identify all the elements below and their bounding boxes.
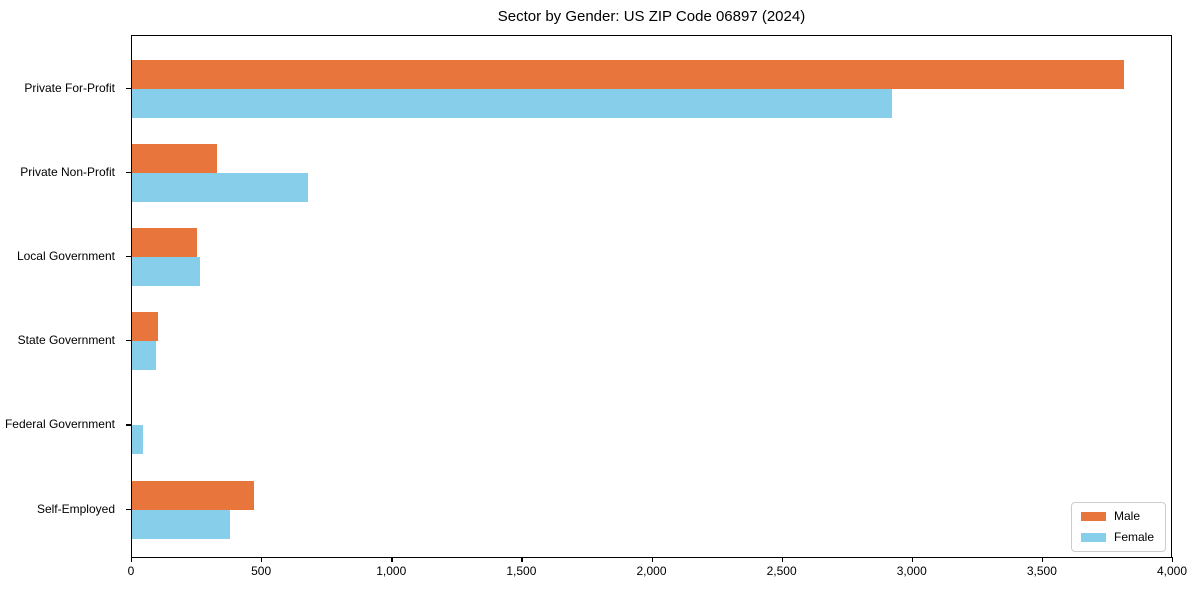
legend-label: Female — [1113, 530, 1154, 544]
y-tick-mark — [126, 424, 131, 426]
x-axis-label: 0 — [127, 564, 135, 578]
female-swatch-icon — [1080, 533, 1106, 542]
y-tick-mark — [126, 340, 131, 342]
x-tick-mark — [911, 557, 914, 562]
y-axis-label: Private Non-Profit — [20, 164, 115, 179]
x-axis-label: 3,000 — [896, 564, 927, 578]
legend-item-male: Male — [1080, 509, 1154, 523]
bar-male-6 — [132, 480, 255, 510]
x-tick-mark — [651, 557, 653, 562]
y-tick-mark — [126, 87, 131, 89]
bar-female-4 — [132, 341, 156, 371]
bar-female-6 — [132, 509, 231, 539]
legend-label: Male — [1113, 509, 1140, 523]
bar-male-1 — [132, 59, 1124, 89]
male-swatch-icon — [1080, 512, 1106, 521]
x-axis-label: 2,000 — [636, 564, 667, 578]
bar-female-2 — [132, 172, 308, 202]
x-tick-mark — [521, 557, 523, 562]
x-tick-mark — [781, 557, 783, 562]
legend: Male Female — [1070, 502, 1166, 552]
bar-male-2 — [132, 143, 217, 173]
plot-area: Male Female — [131, 35, 1172, 558]
x-axis-label: 3,500 — [1026, 564, 1057, 578]
x-axis-label: 1,000 — [376, 564, 407, 578]
x-tick-mark — [1172, 557, 1174, 562]
legend-item-female: Female — [1080, 530, 1154, 544]
x-tick-mark — [391, 557, 393, 562]
legend-items: Male Female — [1080, 509, 1154, 544]
bar-female-1 — [132, 88, 892, 118]
x-axis-label: 500 — [251, 564, 272, 578]
x-axis-label: 4,000 — [1156, 564, 1188, 578]
x-tick-mark — [131, 557, 133, 562]
x-axis-label: 1,500 — [506, 564, 537, 578]
bar-female-5 — [132, 425, 143, 455]
y-tick-mark — [126, 508, 131, 510]
y-axis-label: Self-Employed — [36, 501, 115, 516]
y-axis-label: Federal Government — [4, 417, 115, 432]
chart-title: Sector by Gender: US ZIP Code 06897 (202… — [497, 8, 806, 25]
x-tick-mark — [261, 557, 263, 562]
bar-female-3 — [132, 256, 201, 286]
x-tick-mark — [1041, 557, 1044, 562]
x-axis-label: 2,500 — [766, 564, 797, 578]
bar-male-4 — [132, 312, 159, 342]
y-tick-mark — [126, 255, 131, 258]
y-axis-label: Private For-Profit — [24, 80, 115, 95]
bar-male-3 — [132, 227, 198, 257]
y-tick-mark — [126, 171, 131, 173]
y-axis-label: Local Government — [16, 248, 115, 263]
y-axis-label: State Government — [17, 333, 115, 348]
